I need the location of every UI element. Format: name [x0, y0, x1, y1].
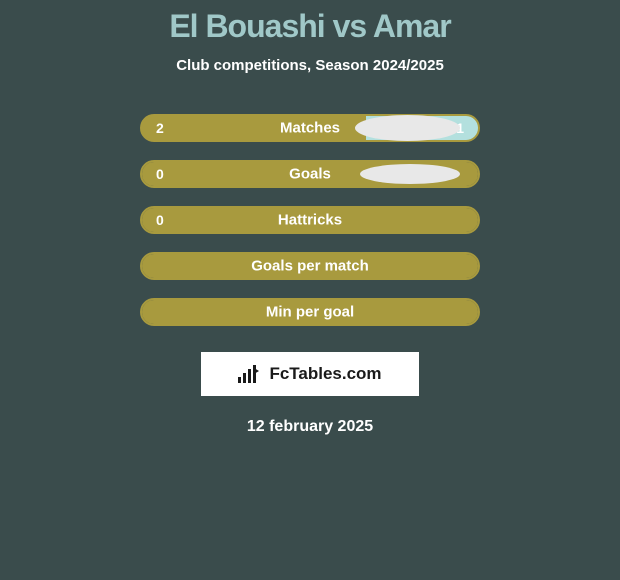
stat-label: Hattricks: [278, 212, 342, 229]
brand-text: FcTables.com: [269, 364, 381, 384]
comparison-row: Goals per match: [140, 252, 480, 280]
comparison-row: Min per goal: [140, 298, 480, 326]
player-icon-right: [355, 115, 460, 141]
stat-label: Goals per match: [251, 258, 369, 275]
left-value: 0: [156, 212, 164, 228]
brand-logo: FcTables.com: [238, 364, 381, 384]
comparison-row: 21Matches: [140, 114, 480, 142]
stat-bar: Goals per match: [140, 252, 480, 280]
stat-label: Matches: [280, 120, 340, 137]
left-value: 2: [156, 120, 164, 136]
brand-chart-icon: [238, 365, 263, 383]
date-text: 12 february 2025: [247, 418, 373, 436]
comparison-row: 0 Hattricks: [140, 206, 480, 234]
stat-label: Min per goal: [266, 304, 354, 321]
comparison-row: 0 Goals: [140, 160, 480, 188]
brand-box[interactable]: FcTables.com: [201, 352, 419, 396]
left-value: 0: [156, 166, 164, 182]
subtitle: Club competitions, Season 2024/2025: [176, 57, 444, 74]
stat-bar: Min per goal: [140, 298, 480, 326]
stat-label: Goals: [289, 166, 331, 183]
stat-bar: 0 Hattricks: [140, 206, 480, 234]
player-icon-right: [360, 164, 460, 184]
page-title: El Bouashi vs Amar: [169, 8, 450, 45]
